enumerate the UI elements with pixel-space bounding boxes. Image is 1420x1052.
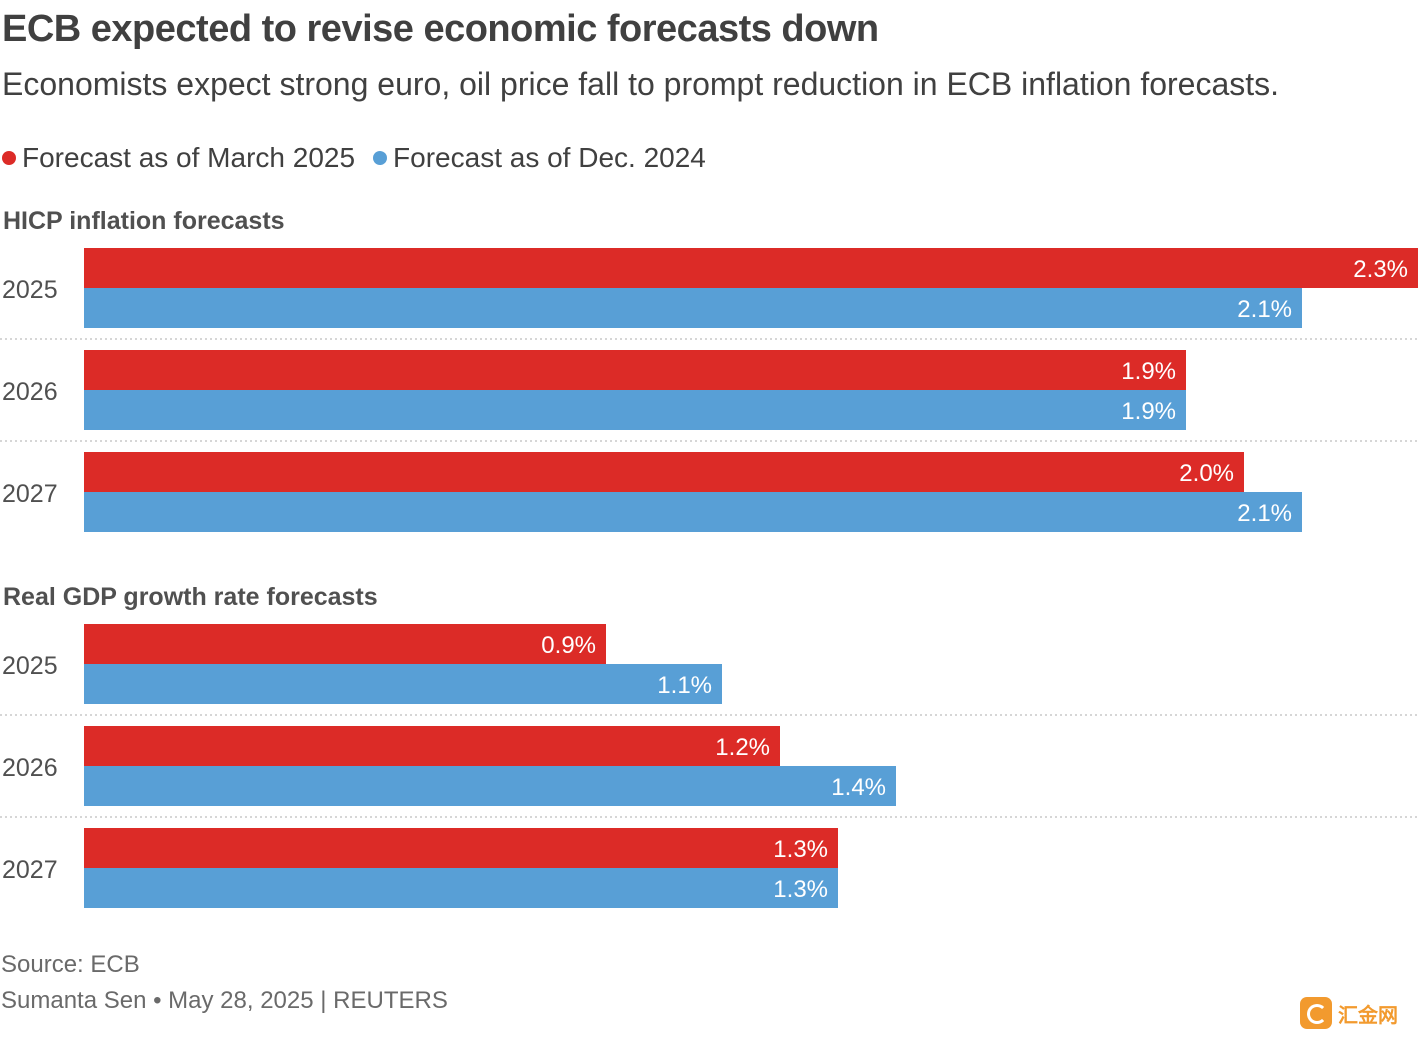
panel-title-gdp: Real GDP growth rate forecasts bbox=[3, 583, 378, 611]
data-label: 0.9% bbox=[541, 632, 596, 659]
category-label: 2025 bbox=[2, 276, 58, 304]
data-label: 2.3% bbox=[1353, 256, 1408, 283]
bar-dec-2024 bbox=[84, 766, 896, 806]
chart-subtitle: Economists expect strong euro, oil price… bbox=[2, 66, 1280, 102]
bar-march-2025 bbox=[84, 624, 606, 664]
source-note: Source: ECB bbox=[1, 951, 140, 978]
bar-march-2025 bbox=[84, 828, 838, 868]
data-label: 1.9% bbox=[1121, 398, 1176, 425]
byline: Sumanta Sen • May 28, 2025 | REUTERS bbox=[1, 987, 448, 1014]
data-label: 2.0% bbox=[1179, 460, 1234, 487]
legend-label-dec-2024: Forecast as of Dec. 2024 bbox=[393, 142, 706, 173]
category-label: 2026 bbox=[2, 378, 58, 406]
legend-dot-march-2025 bbox=[2, 151, 16, 165]
category-label: 2025 bbox=[2, 652, 58, 680]
bar-dec-2024 bbox=[84, 288, 1302, 328]
chart-title: ECB expected to revise economic forecast… bbox=[2, 8, 879, 50]
data-label: 1.4% bbox=[831, 774, 886, 801]
panel-title-hicp: HICP inflation forecasts bbox=[3, 207, 285, 235]
watermark-icon bbox=[1300, 997, 1332, 1029]
data-label: 1.3% bbox=[773, 876, 828, 903]
data-label: 1.1% bbox=[657, 672, 712, 699]
data-label: 1.3% bbox=[773, 836, 828, 863]
bar-march-2025 bbox=[84, 350, 1186, 390]
data-label: 1.2% bbox=[715, 734, 770, 761]
legend-label-march-2025: Forecast as of March 2025 bbox=[22, 142, 356, 173]
bar-march-2025 bbox=[84, 452, 1244, 492]
legend-item-march-2025: Forecast as of March 2025 bbox=[2, 142, 355, 174]
category-label: 2027 bbox=[2, 856, 58, 884]
bar-march-2025 bbox=[84, 248, 1418, 288]
legend-dot-dec-2024 bbox=[373, 151, 388, 165]
category-label: 2026 bbox=[2, 754, 58, 782]
legend: Forecast as of March 2025 Forecast as of… bbox=[2, 140, 724, 176]
data-label: 2.1% bbox=[1237, 296, 1292, 323]
bar-dec-2024 bbox=[84, 492, 1302, 532]
watermark-logo: 汇金网 bbox=[1300, 997, 1398, 1029]
watermark-text: 汇金网 bbox=[1338, 1002, 1398, 1027]
bar-dec-2024 bbox=[84, 868, 838, 908]
bar-dec-2024 bbox=[84, 664, 722, 704]
category-label: 2027 bbox=[2, 480, 58, 508]
data-label: 2.1% bbox=[1237, 500, 1292, 527]
bar-march-2025 bbox=[84, 726, 780, 766]
bar-dec-2024 bbox=[84, 390, 1186, 430]
data-label: 1.9% bbox=[1121, 358, 1176, 385]
legend-item-dec-2024: Forecast as of Dec. 2024 bbox=[373, 142, 706, 174]
